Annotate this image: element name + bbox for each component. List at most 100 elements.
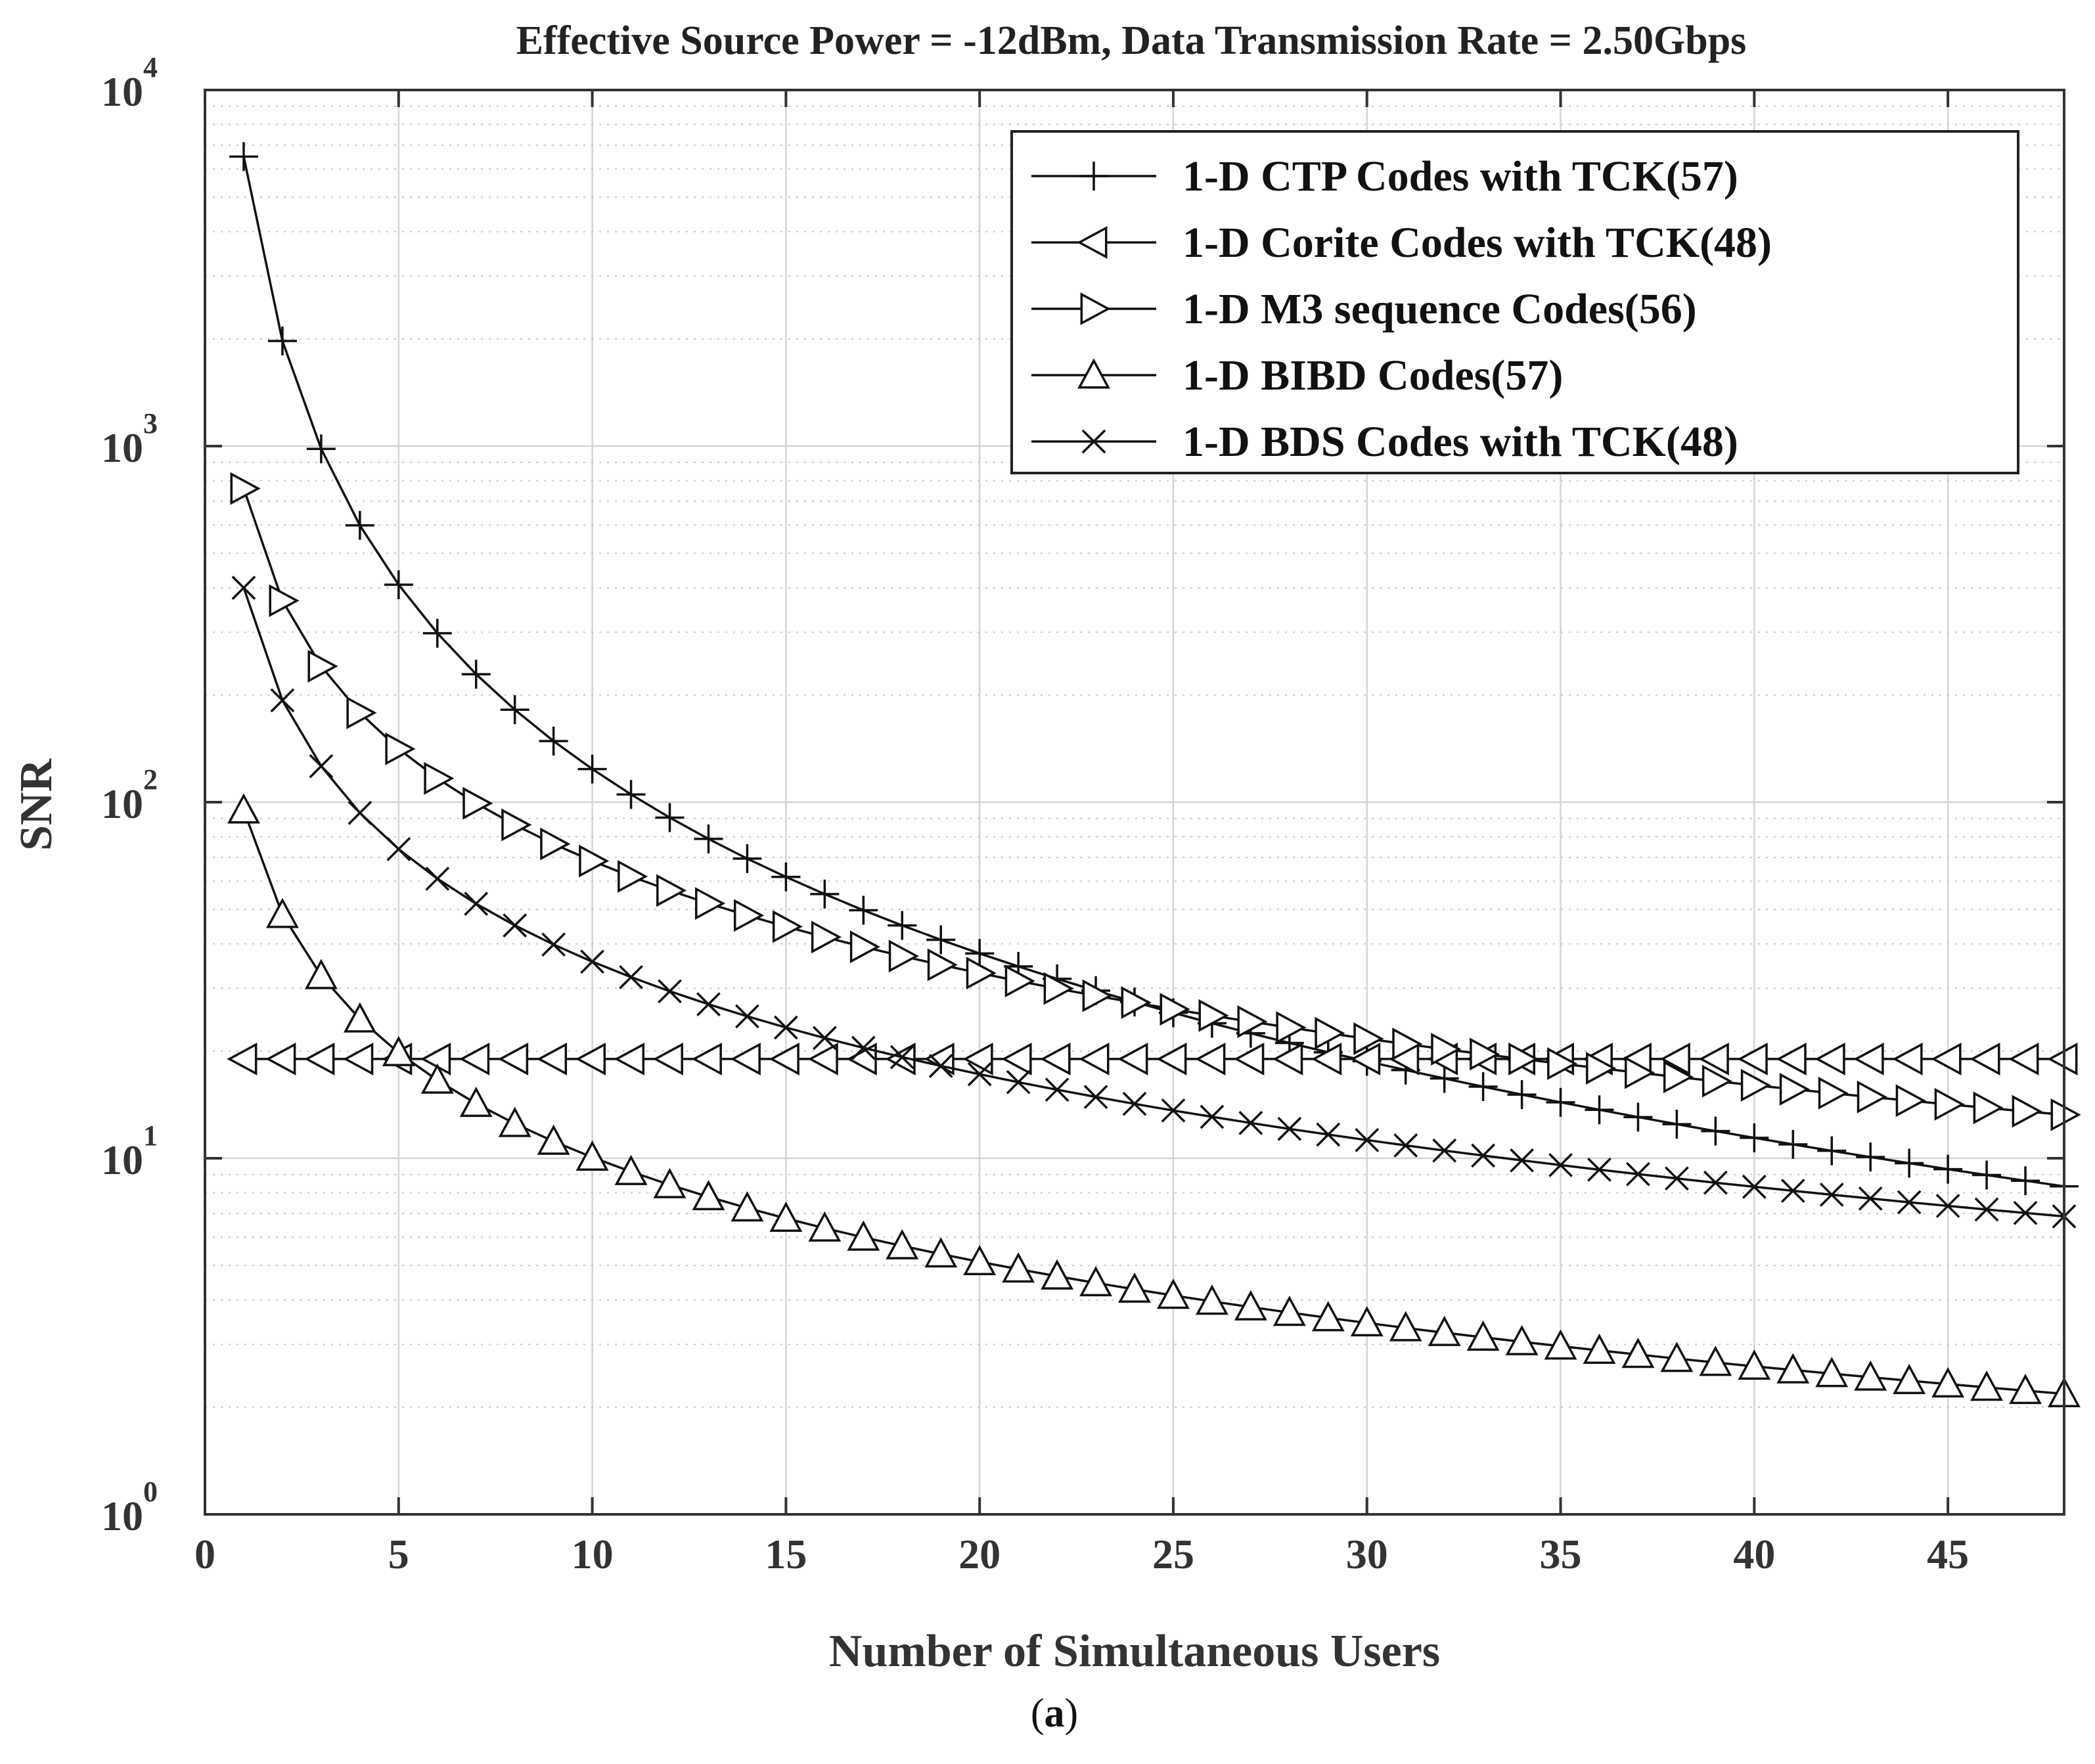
data-point: [1935, 1194, 1960, 1218]
y-tick-label: 10: [101, 68, 143, 115]
data-point: [1428, 1315, 1461, 1346]
data-point: [1311, 1301, 1345, 1332]
data-point: [965, 939, 995, 968]
data-point: [1973, 1091, 2004, 1125]
data-point: [618, 860, 648, 893]
data-point: [1701, 1064, 1733, 1098]
data-point: [422, 618, 452, 648]
data-point: [343, 1002, 376, 1033]
y-axis-label: SNR: [11, 758, 62, 851]
data-point: [1432, 1138, 1457, 1163]
data-point: [1041, 1259, 1074, 1290]
data-point: [1934, 1087, 1965, 1121]
data-point: [1895, 1148, 1924, 1178]
data-point: [1776, 1353, 1810, 1384]
data-point: [579, 844, 610, 878]
data-point: [1970, 1042, 2000, 1075]
data-point: [1699, 1346, 1732, 1376]
data-point: [769, 1042, 800, 1075]
data-point: [1273, 1296, 1306, 1326]
data-point: [230, 472, 261, 505]
data-point: [1548, 1153, 1573, 1177]
data-point: [1002, 1252, 1035, 1283]
legend: 1-D CTP Codes with TCK(57) 1-D Corite Cod…: [1010, 130, 2019, 474]
data-point: [267, 327, 297, 356]
y-tick-label: 10: [101, 780, 143, 827]
data-point: [1157, 1278, 1190, 1309]
data-point: [575, 1042, 606, 1075]
x-tick-label: 25: [1152, 1531, 1194, 1577]
data-point: [1393, 1133, 1418, 1158]
y-tick-label: 10: [101, 1493, 143, 1539]
data-point: [846, 1042, 877, 1075]
data-point: [1665, 1166, 1689, 1191]
data-point: [616, 780, 646, 809]
x-tick-label: 15: [765, 1531, 807, 1577]
data-point: [1045, 1077, 1070, 1102]
data-point: [1006, 1070, 1031, 1095]
data-point: [653, 1167, 687, 1198]
data-point: [890, 1045, 914, 1070]
data-point: [927, 948, 958, 982]
data-point: [1195, 1284, 1228, 1315]
data-point: [1234, 1290, 1267, 1321]
data-point: [229, 142, 258, 171]
data-point: [1740, 1123, 1769, 1152]
data-point: [810, 879, 840, 909]
data-point: [575, 1140, 609, 1171]
data-point: [812, 1026, 837, 1051]
data-point: [1780, 1179, 1805, 1203]
data-point: [696, 992, 721, 1017]
data-point: [1740, 1068, 1772, 1102]
data-point: [1277, 1116, 1302, 1141]
series-line: [242, 587, 2065, 1218]
data-point: [1508, 1042, 1539, 1075]
data-point: [924, 1237, 958, 1268]
data-point: [1079, 1042, 1110, 1075]
data-point: [1273, 1042, 1303, 1075]
data-point: [963, 1244, 997, 1276]
data-point: [462, 786, 493, 820]
data-point: [1931, 1042, 1962, 1075]
data-point: [343, 1042, 374, 1075]
data-point: [1892, 1042, 1923, 1075]
data-point: [1663, 1060, 1694, 1094]
data-point: [1701, 1116, 1730, 1146]
data-point: [1972, 1160, 2002, 1190]
y-tick-exponent: 0: [143, 1476, 158, 1508]
data-point: [1626, 1162, 1650, 1187]
data-point: [1311, 1042, 1342, 1075]
data-point: [2008, 1042, 2039, 1075]
data-point: [1510, 1148, 1534, 1173]
data-point: [304, 959, 338, 989]
data-point: [1857, 1080, 1887, 1114]
data-point: [1431, 1032, 1462, 1066]
data-point: [497, 1042, 529, 1075]
x-tick-label: 5: [388, 1531, 409, 1577]
data-point: [1156, 1042, 1187, 1075]
data-point: [849, 930, 880, 964]
data-point: [265, 897, 299, 928]
data-point: [307, 650, 338, 683]
x-tick-label: 40: [1733, 1531, 1775, 1577]
x-tick-label: 45: [1927, 1531, 1969, 1577]
data-point: [1238, 1110, 1263, 1135]
y-tick-exponent: 1: [143, 1119, 158, 1152]
data-point: [1817, 1136, 1847, 1165]
legend-entry: 1-D M3 sequence Codes(56): [1031, 285, 1697, 333]
data-point: [1001, 1042, 1032, 1075]
series-4: [227, 793, 2081, 1407]
data-point: [1586, 1051, 1617, 1085]
legend-entry: 1-D BDS Codes with TCK(48): [1031, 418, 1738, 466]
data-point: [1544, 1329, 1577, 1360]
data-point: [771, 862, 801, 892]
data-point: [1507, 1080, 1537, 1110]
data-point: [1931, 1367, 1965, 1398]
legend-marker: [1077, 226, 1108, 259]
data-point: [888, 939, 919, 973]
data-point: [1974, 1197, 1999, 1222]
x-tick-label: 10: [572, 1531, 614, 1577]
data-point: [461, 660, 491, 689]
